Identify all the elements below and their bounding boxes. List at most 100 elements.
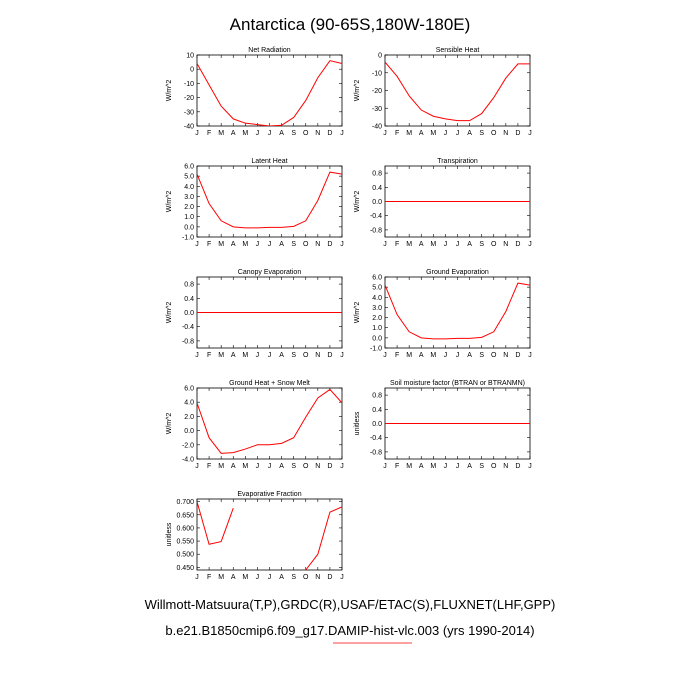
y-tick-label: -40 <box>184 124 194 131</box>
panel-title: Ground Heat + Snow Melt <box>229 380 310 387</box>
x-tick-label: A <box>467 352 472 359</box>
y-tick-label: 6.0 <box>184 386 194 393</box>
x-tick-label: J <box>456 130 460 137</box>
x-tick-label: O <box>491 241 497 248</box>
x-tick-label: O <box>303 241 309 248</box>
y-tick-label: 0.4 <box>372 407 382 414</box>
x-tick-label: J <box>444 130 448 137</box>
series-line <box>197 171 342 229</box>
y-tick-label: -0.4 <box>370 435 382 442</box>
x-tick-label: D <box>515 463 520 470</box>
x-tick-label: M <box>242 241 248 248</box>
y-tick-label: 0.8 <box>184 282 194 289</box>
x-tick-label: J <box>256 130 260 137</box>
y-tick-label: 2.0 <box>372 315 382 322</box>
panel-frame <box>196 165 343 238</box>
y-tick-label: -0.4 <box>370 213 382 220</box>
x-tick-label: F <box>395 352 399 359</box>
x-tick-label: A <box>231 463 236 470</box>
x-tick-label: F <box>395 130 399 137</box>
series-line <box>305 506 342 570</box>
y-tick-label: 0.650 <box>176 512 194 519</box>
footer-line-2: b.e21.B1850cmip6.f09_g17.DAMIP-hist-vlc.… <box>165 623 534 638</box>
y-axis-label: unitless <box>166 522 173 546</box>
x-tick-label: J <box>195 241 199 248</box>
y-tick-label: 0.550 <box>176 539 194 546</box>
x-tick-label: N <box>503 130 508 137</box>
x-tick-label: J <box>528 241 532 248</box>
panel-title: Transpiration <box>437 158 478 165</box>
x-tick-label: J <box>383 463 387 470</box>
panel-title: Canopy Evaporation <box>238 269 302 276</box>
x-tick-label: A <box>231 130 236 137</box>
x-tick-label: J <box>195 130 199 137</box>
y-tick-label: 2.0 <box>184 204 194 211</box>
y-axis-label: W/m^2 <box>354 302 361 324</box>
x-tick-label: J <box>444 352 448 359</box>
y-axis-label: W/m^2 <box>354 191 361 213</box>
x-tick-label: D <box>515 241 520 248</box>
x-tick-label: D <box>327 574 332 581</box>
x-tick-label: N <box>503 463 508 470</box>
x-tick-label: J <box>195 463 199 470</box>
y-tick-label: -2.0 <box>182 442 194 449</box>
x-tick-label: J <box>268 463 272 470</box>
x-tick-label: A <box>231 352 236 359</box>
x-tick-label: D <box>327 130 332 137</box>
y-tick-label: 4.0 <box>372 295 382 302</box>
x-tick-label: M <box>242 352 248 359</box>
x-tick-label: N <box>315 241 320 248</box>
x-tick-label: J <box>340 352 344 359</box>
x-tick-label: M <box>406 463 412 470</box>
x-tick-label: J <box>340 130 344 137</box>
x-tick-label: J <box>195 352 199 359</box>
panel-frame <box>384 276 531 349</box>
y-tick-label: 0.8 <box>372 171 382 178</box>
y-tick-label: 0.700 <box>176 499 194 506</box>
x-tick-label: N <box>315 130 320 137</box>
x-tick-label: M <box>218 463 224 470</box>
y-tick-label: 3.0 <box>184 194 194 201</box>
x-tick-label: A <box>419 352 424 359</box>
y-tick-label: -0.4 <box>182 324 194 331</box>
y-tick-label: -1.0 <box>370 346 382 353</box>
x-tick-label: J <box>340 463 344 470</box>
y-tick-label: -0.8 <box>182 338 194 345</box>
x-tick-label: M <box>430 130 436 137</box>
y-tick-label: 0.450 <box>176 565 194 572</box>
x-tick-label: J <box>444 463 448 470</box>
x-tick-label: A <box>231 574 236 581</box>
x-tick-label: M <box>430 463 436 470</box>
x-tick-label: S <box>479 352 484 359</box>
x-tick-label: M <box>218 574 224 581</box>
x-tick-label: S <box>291 352 296 359</box>
y-tick-label: 4.0 <box>184 184 194 191</box>
x-tick-label: A <box>231 241 236 248</box>
x-tick-label: M <box>242 574 248 581</box>
panel-frame <box>196 498 343 571</box>
x-tick-label: J <box>383 130 387 137</box>
x-tick-label: M <box>406 130 412 137</box>
y-tick-label: -30 <box>372 106 382 113</box>
x-tick-label: J <box>256 463 260 470</box>
y-tick-label: 0.4 <box>184 296 194 303</box>
x-tick-label: S <box>479 130 484 137</box>
y-tick-label: 0.0 <box>372 199 382 206</box>
y-tick-label: 6.0 <box>184 164 194 171</box>
y-axis-label: W/m^2 <box>354 80 361 102</box>
x-tick-label: M <box>218 130 224 137</box>
x-tick-label: D <box>515 352 520 359</box>
x-tick-label: J <box>383 352 387 359</box>
y-tick-label: 4.0 <box>184 400 194 407</box>
x-tick-label: J <box>456 463 460 470</box>
x-tick-label: F <box>395 463 399 470</box>
series-line <box>197 60 342 126</box>
y-axis-label: unitless <box>354 411 361 435</box>
y-tick-label: -4.0 <box>182 457 194 464</box>
y-tick-label: 5.0 <box>184 174 194 181</box>
x-tick-label: S <box>479 241 484 248</box>
